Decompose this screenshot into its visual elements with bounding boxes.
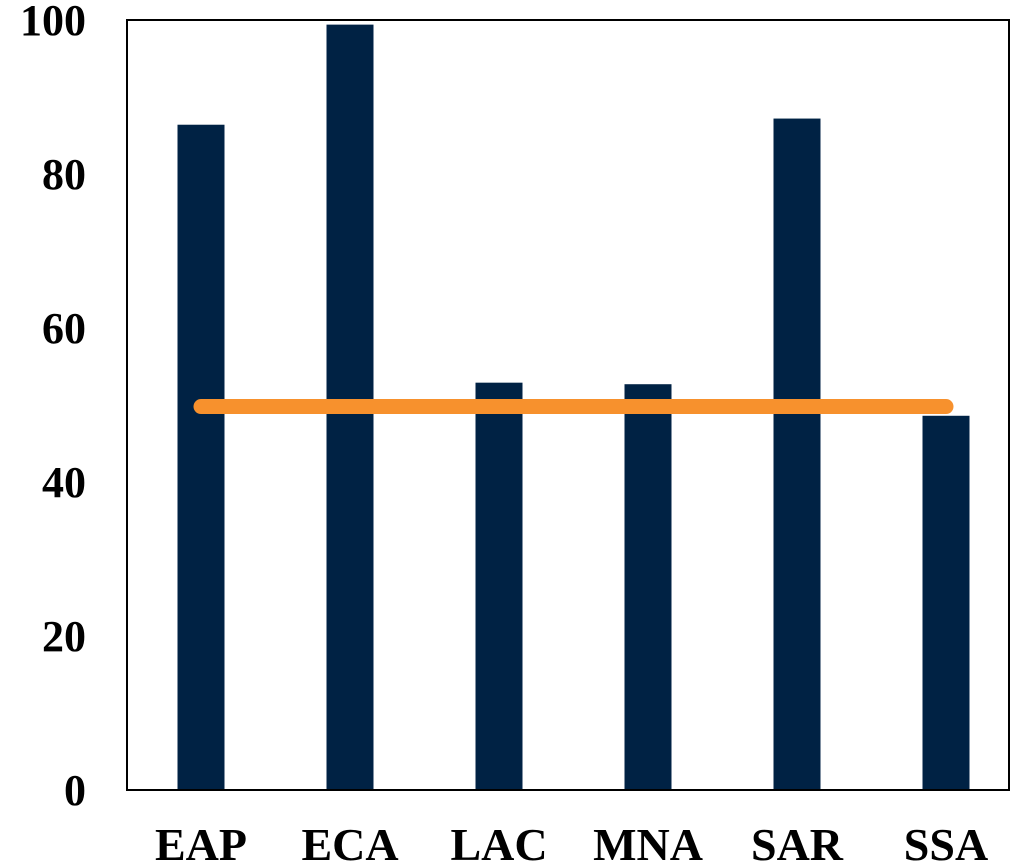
y-tick-label: 20 xyxy=(42,612,86,661)
bar-ssa xyxy=(922,415,970,790)
bar-sar xyxy=(773,118,821,790)
x-tick-label: LAC xyxy=(450,819,547,864)
y-tick-label: 0 xyxy=(64,766,86,815)
x-tick-label: ECA xyxy=(301,819,398,864)
y-tick-label: 80 xyxy=(42,150,86,199)
x-tick-label: SSA xyxy=(904,819,988,864)
y-tick-label: 40 xyxy=(42,458,86,507)
y-axis-ticks: 0 20 40 60 80 100 xyxy=(20,0,86,815)
x-tick-label: MNA xyxy=(593,819,703,864)
plot-frame xyxy=(126,19,1010,791)
y-tick-label: 100 xyxy=(20,0,86,45)
x-tick-label: EAP xyxy=(155,819,247,864)
y-tick-label: 60 xyxy=(42,304,86,353)
x-tick-label: SAR xyxy=(751,819,844,864)
x-axis-labels: EAP ECA LAC MNA SAR SSA xyxy=(155,819,988,864)
bar-mna xyxy=(624,384,672,790)
bar-eap xyxy=(177,124,225,791)
bar-lac xyxy=(475,382,523,790)
